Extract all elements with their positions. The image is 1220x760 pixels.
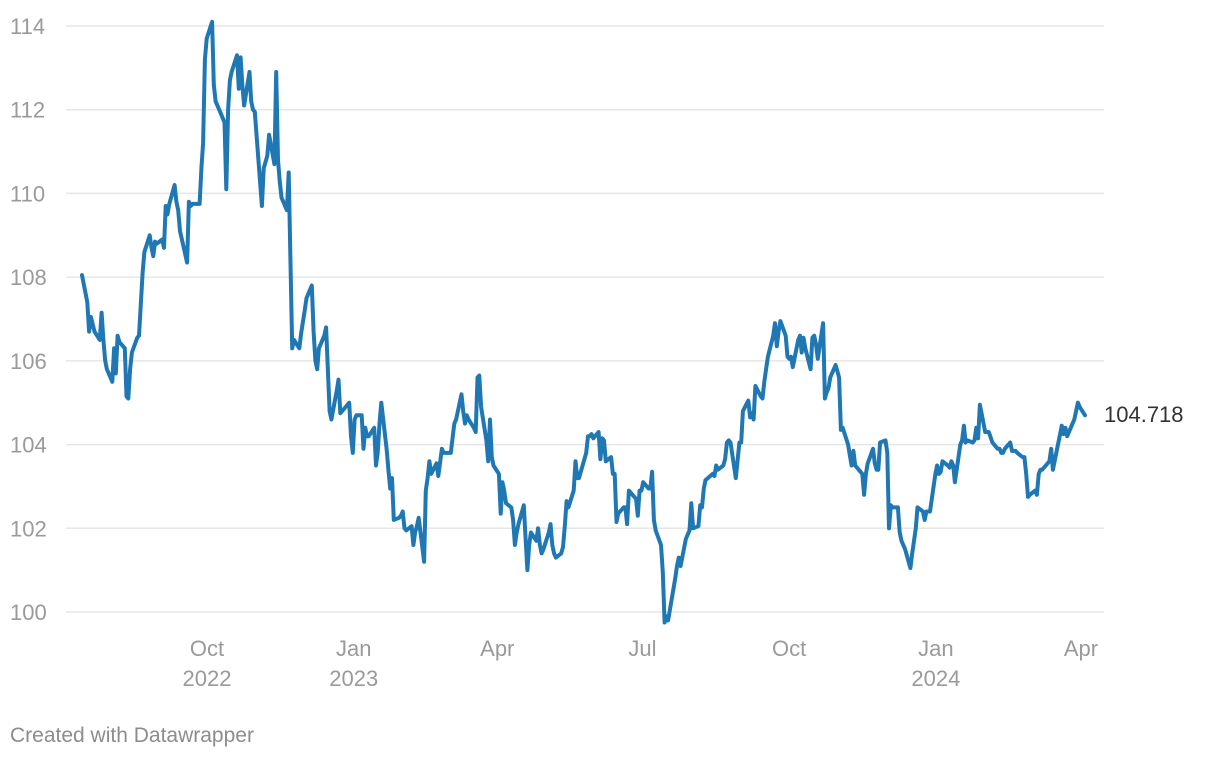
series-line-0 [80,19,1087,625]
x-tick-label: Apr [1064,636,1098,661]
end-labels: 104.718 [1104,402,1184,427]
x-tick-year-label: 2022 [183,666,232,691]
x-tick-label: Jan [918,636,953,661]
y-tick-label: 108 [10,265,47,290]
x-tick-year-label: 2023 [329,666,378,691]
x-tick-label: Apr [480,636,514,661]
series-group [80,19,1087,625]
credit-text: Created with Datawrapper [10,724,254,747]
x-tick-label: Jan [336,636,371,661]
y-tick-label: 102 [10,516,47,541]
x-tick-year-label: 2024 [911,666,960,691]
x-tick-label: Jul [628,636,656,661]
y-tick-label: 114 [10,14,45,39]
y-axis-ticks: 100 102 104 106 108 110 112 114 [10,14,47,625]
y-tick-label: 106 [10,349,47,374]
x-tick-label: Oct [190,636,224,661]
end-value-label: 104.718 [1104,402,1184,427]
y-tick-label: 112 [10,98,45,123]
y-tick-label: 100 [10,600,47,625]
y-tick-label: 110 [10,181,45,206]
x-tick-label: Oct [772,636,806,661]
y-tick-label: 104 [10,433,47,458]
x-axis-ticks: Oct 2022 Jan 2023 Apr Jul Oct Jan 2024 Apr [183,636,1099,691]
y-gridlines [66,25,1104,613]
